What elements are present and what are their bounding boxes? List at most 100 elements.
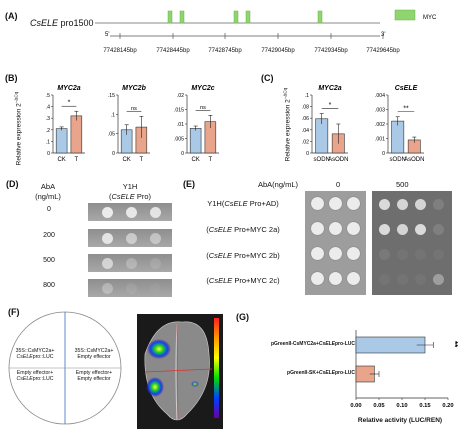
panel-a-label: (A) <box>5 11 18 21</box>
plate-aba-500 <box>372 191 452 295</box>
d-row-label: 800 <box>43 282 55 289</box>
e-header: AbA(ng/mL) <box>258 180 299 189</box>
yeast-spot <box>150 233 161 244</box>
e-row-label: (CsELE Pro+MYC 2a) <box>206 225 280 234</box>
y-tick-label: .1 <box>111 112 115 118</box>
myc-site-2 <box>179 10 185 24</box>
position-label: 77429345bp <box>314 48 348 54</box>
yeast-spot <box>397 224 408 235</box>
d-row-label: 500 <box>43 257 55 264</box>
bar <box>55 128 68 154</box>
sig-label: ns <box>131 106 137 112</box>
yeast-spot <box>433 249 444 260</box>
d-row-label: 200 <box>43 232 55 239</box>
position-label: 77429645bp <box>366 48 400 54</box>
y-tick-label: .1 <box>46 139 50 145</box>
yeast-spot <box>329 247 342 260</box>
y-tick-label: .5 <box>46 93 50 99</box>
g-xlabel: Relative activity (LUC/REN) <box>357 417 443 424</box>
d-plate-strip <box>88 279 172 297</box>
bar-chart-2: MYC2b 0 .05 .1 .15 CK Tns <box>108 85 150 163</box>
yeast-spot <box>433 224 444 235</box>
g-bar-label-1: pGreenII-CsMYC2a+CsELEpro-LUC <box>270 341 355 347</box>
position-labels: 77428145bp 77428445bp 77428745bp 77429045bp… <box>0 48 461 58</box>
yeast-spot <box>126 258 137 269</box>
promoter-diagram: MYC 5' 3' <box>95 9 437 39</box>
quadrant-top-right: 35S::CsMYC2a+ Empty effector <box>74 348 114 361</box>
bar <box>70 115 83 154</box>
y-tick-label: .08 <box>302 105 309 111</box>
yeast-spot <box>433 199 444 210</box>
yeast-spot <box>415 199 426 210</box>
yeast-spot <box>102 258 113 269</box>
yeast-spot <box>126 207 137 218</box>
chart-title: MYC2c <box>191 85 214 92</box>
sig-label: ** <box>403 105 409 112</box>
y-tick-label: .001 <box>375 137 385 143</box>
y-tick-label: .01 <box>177 122 184 128</box>
yeast-spot <box>397 274 408 285</box>
myc-legend-text: MYC <box>423 15 437 21</box>
panel-g-label: (G) <box>236 312 249 322</box>
panel-e-label: (E) <box>183 179 195 189</box>
y-tick-label: .02 <box>177 93 184 99</box>
d-col-y1h: Y1H (CsELE Pro) <box>108 182 152 201</box>
yeast-spot <box>311 222 324 235</box>
yeast-spot <box>347 272 360 285</box>
yeast-spot <box>415 224 426 235</box>
d-plate-strip <box>88 203 172 221</box>
yeast-spot <box>347 197 360 210</box>
yeast-spot <box>150 283 161 294</box>
e-row-label: Y1H(CsELE Pro+AD) <box>207 199 279 208</box>
x-tick-label: CK <box>191 157 199 163</box>
chart-title: MYC2a <box>318 85 341 92</box>
x-tick-label: 0.00 <box>350 403 361 409</box>
e-col-500: 500 <box>396 180 409 189</box>
chart-title: MYC2a <box>57 85 80 92</box>
position-label: 77429045bp <box>261 48 295 54</box>
quadrant-bottom-left: Empty effector+ CsELEpro::LUC <box>16 370 54 383</box>
y-tick-label: .06 <box>302 116 309 122</box>
chart-title: CsELE <box>395 85 418 92</box>
bar <box>391 120 405 154</box>
yeast-spot <box>379 224 390 235</box>
e-row-label: (CsELE Pro+MYC 2b) <box>206 251 280 260</box>
yeast-spot <box>102 283 113 294</box>
e-row-label: (CsELE Pro+MYC 2c) <box>206 276 280 285</box>
yeast-spot <box>379 274 390 285</box>
y-tick-label: 0 <box>306 151 309 157</box>
myc-site-5 <box>317 10 323 24</box>
yeast-spot <box>329 272 342 285</box>
d-col-aba: AbA (ng/mL) <box>35 182 61 201</box>
d-row-label: 0 <box>47 206 51 213</box>
d-plate-strip <box>88 254 172 272</box>
svg-text:5': 5' <box>105 32 109 38</box>
myc-site-4 <box>245 10 251 24</box>
y-tick-label: .005 <box>174 137 184 143</box>
y-tick-label: .004 <box>375 93 385 99</box>
y-tick-label: .4 <box>46 105 50 111</box>
x-tick-label: 0.05 <box>373 403 385 409</box>
panel-c-label: (C) <box>261 73 274 83</box>
x-tick-label: 0.20 <box>442 403 453 409</box>
yeast-spot <box>311 247 324 260</box>
x-tick-label: 0.10 <box>396 403 407 409</box>
panel-b-label: (B) <box>5 73 18 83</box>
yeast-spot <box>102 207 113 218</box>
yeast-spot <box>311 197 324 210</box>
x-tick-label: sODN <box>314 157 330 163</box>
yeast-spot <box>415 274 426 285</box>
y-tick-label: 0 <box>382 151 385 157</box>
yeast-spot <box>397 199 408 210</box>
infiltration-scheme <box>8 311 122 425</box>
yeast-spot <box>329 222 342 235</box>
sig-label: ** <box>450 341 459 348</box>
yeast-spot <box>150 207 161 218</box>
y-tick-label: .04 <box>302 128 309 134</box>
x-tick-label: CK <box>57 157 65 163</box>
yeast-spot <box>347 222 360 235</box>
leaf-luciferase-image <box>137 314 223 429</box>
x-tick-label: CK <box>122 157 130 163</box>
